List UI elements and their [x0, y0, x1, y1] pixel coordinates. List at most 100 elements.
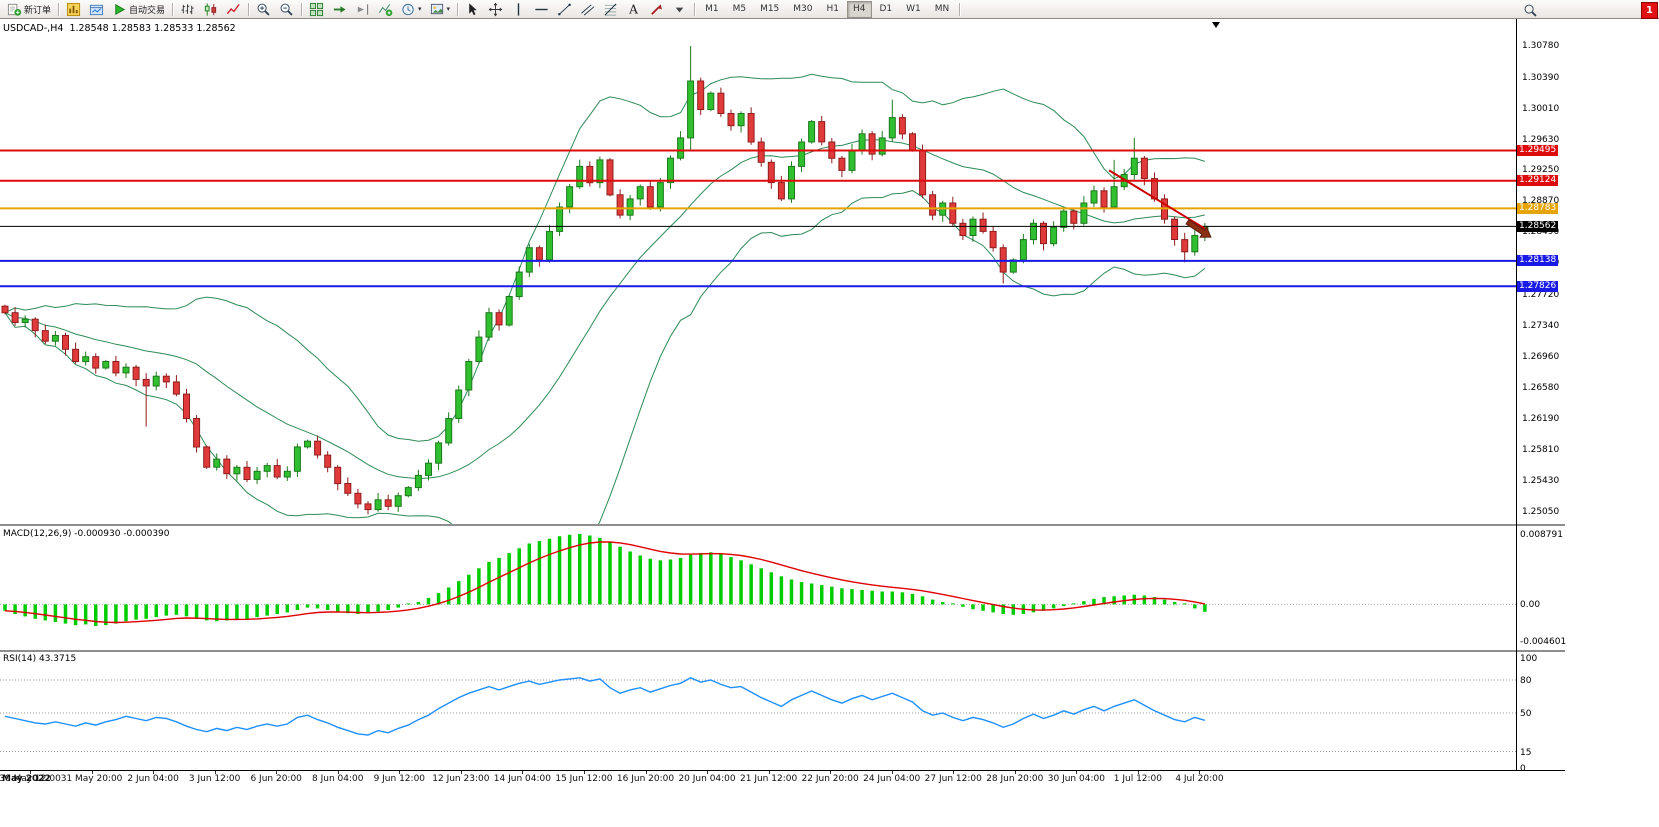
candle-body: [848, 149, 856, 171]
vertical-line-button[interactable]: [508, 0, 529, 19]
zoom-in-button[interactable]: [253, 0, 274, 19]
time-tick: [153, 771, 155, 774]
time-label: 30 May 12:00: [0, 774, 61, 784]
candle-body: [293, 446, 301, 472]
auto-scroll-button[interactable]: [329, 0, 350, 19]
timeframe-d1[interactable]: D1: [879, 4, 893, 14]
charts-button[interactable]: [63, 0, 84, 19]
bar-chart-button[interactable]: [177, 0, 198, 19]
tile-windows-button[interactable]: [306, 0, 327, 19]
candle-body: [636, 186, 644, 200]
candle-body: [898, 117, 906, 135]
candle-body: [1100, 190, 1108, 208]
time-tick: [30, 771, 31, 774]
fibonacci-button[interactable]: [600, 0, 621, 19]
price-chart-canvas[interactable]: [0, 19, 1565, 525]
periods-dropdown[interactable]: ▾: [398, 0, 425, 19]
time-tick: [214, 771, 216, 774]
autotrading-button-label: 自动交易: [129, 5, 166, 16]
text-button[interactable]: A: [623, 0, 644, 19]
rsi-canvas[interactable]: [0, 652, 1565, 770]
time-tick: [337, 771, 339, 774]
timeframe-h4[interactable]: H4: [847, 0, 872, 18]
candle-body: [62, 335, 69, 350]
time-tick: [1137, 771, 1139, 774]
auto-scroll-icon: [332, 2, 347, 17]
candle-body: [324, 454, 332, 468]
new-order-button[interactable]: 新订单: [4, 0, 54, 19]
search-icon: [1523, 3, 1538, 18]
timeframe-mn[interactable]: MN: [934, 4, 950, 14]
trendline-button[interactable]: [554, 0, 575, 19]
line-chart-button[interactable]: [223, 0, 244, 19]
timeframe-m5[interactable]: M5: [732, 4, 747, 14]
timeframe-w1[interactable]: W1: [906, 4, 921, 14]
zoom-out-button[interactable]: [276, 0, 297, 19]
candle-body: [172, 381, 180, 395]
time-label: 6 Jun 20:00: [250, 774, 302, 784]
new-order-button-label: 新订单: [24, 5, 52, 16]
bar-chart-icon: [180, 2, 195, 17]
candle-body: [243, 466, 251, 480]
candle-body: [253, 470, 261, 480]
trendline-annotation[interactable]: [1108, 169, 1208, 231]
macd-canvas[interactable]: [0, 527, 1565, 650]
horizontal-line-icon: [534, 2, 549, 17]
candle-body: [777, 182, 785, 200]
bollinger-upper-band: [4, 73, 1206, 442]
candle-body: [1090, 190, 1098, 204]
panel-splitter[interactable]: [0, 524, 1565, 527]
candle-body: [314, 440, 322, 456]
dropdown-caret-icon: ▾: [446, 4, 451, 13]
candle-body: [102, 361, 110, 369]
candle-body: [909, 133, 916, 151]
end-of-chart-icon[interactable]: [1212, 22, 1220, 28]
candle-body: [1191, 235, 1199, 253]
timeframe-m15[interactable]: M15: [760, 4, 780, 14]
time-label: 31 May 20:00: [60, 774, 123, 784]
candle-body: [1140, 157, 1148, 179]
notifications-badge[interactable]: 1: [1641, 2, 1658, 19]
indicators-icon: [378, 2, 393, 17]
templates-dropdown[interactable]: ▾: [427, 0, 454, 19]
candle-body: [11, 312, 19, 324]
fibonacci-icon: [603, 2, 618, 17]
candle-body: [1070, 210, 1078, 224]
indicators-button[interactable]: [375, 0, 396, 19]
arrow-annotation[interactable]: [1185, 219, 1212, 238]
timeframe-m1[interactable]: M1: [705, 4, 719, 14]
profiles-icon: [89, 2, 104, 17]
cursor-button[interactable]: [462, 0, 483, 19]
candle-body: [72, 348, 80, 362]
autotrading-button[interactable]: 自动交易: [109, 0, 168, 19]
time-tick: [399, 771, 401, 774]
time-tick: [768, 771, 770, 774]
search-button[interactable]: [1520, 1, 1541, 20]
candle-body: [626, 198, 634, 216]
dropdown-caret-icon: ▾: [418, 4, 422, 13]
templates-icon: [430, 2, 445, 17]
channel-button[interactable]: [577, 0, 598, 19]
time-label: 9 Jun 12:00: [373, 774, 426, 784]
time-axis[interactable]: May 2022 30 May 12:00 31 May 20:00 2 Jun 04…: [0, 770, 1565, 788]
candle-body: [989, 230, 997, 249]
periods-icon: [401, 2, 416, 17]
timeframe-m30[interactable]: M30: [793, 4, 813, 14]
horizontal-line-button[interactable]: [531, 0, 552, 19]
channel-icon: [580, 2, 595, 17]
candlestick-chart-button[interactable]: [200, 0, 221, 19]
arrow-label-button[interactable]: [646, 0, 667, 19]
shapes-dropdown[interactable]: [669, 0, 690, 19]
time-tick: [460, 771, 462, 774]
price-axis[interactable]: [1517, 19, 1565, 770]
timeframe-h1[interactable]: H1: [826, 4, 840, 14]
chart-shift-button[interactable]: [352, 0, 373, 19]
candle-body: [193, 418, 201, 448]
crosshair-button[interactable]: [485, 0, 506, 19]
candle-body: [1050, 226, 1058, 245]
candle-body: [697, 80, 705, 110]
time-label: 16 Jun 20:00: [616, 774, 675, 784]
candle-body: [122, 366, 130, 374]
profiles-button[interactable]: [86, 0, 107, 19]
